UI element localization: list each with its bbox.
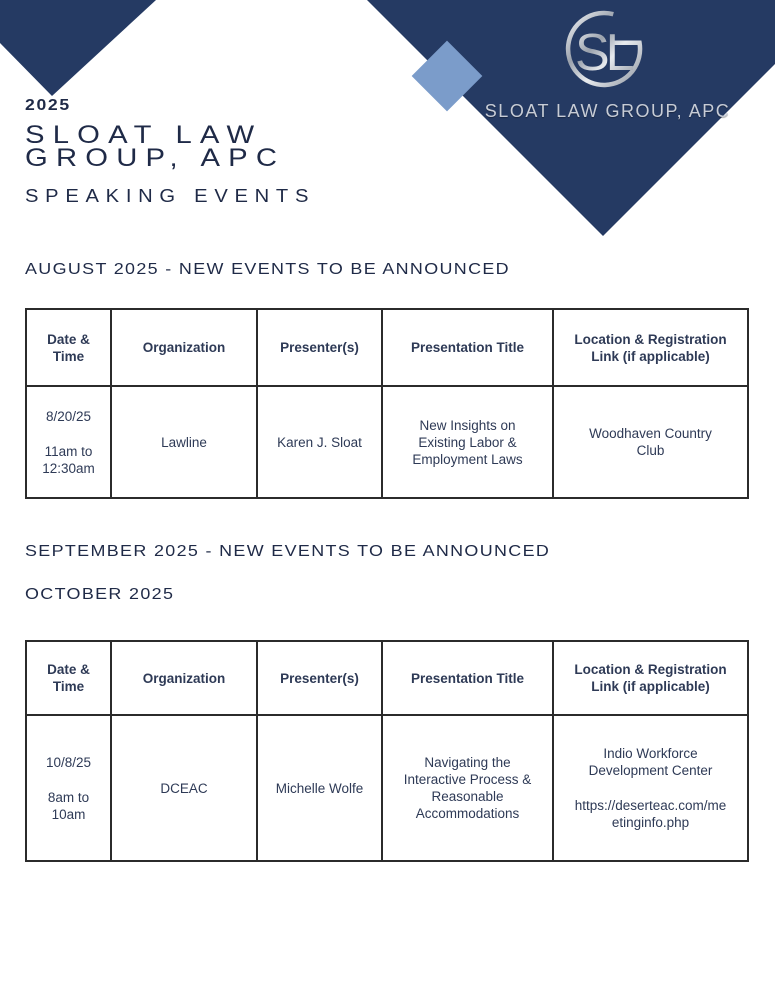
col-header-date-time: Date & Time	[25, 640, 112, 716]
navy-triangle-left	[0, 0, 156, 96]
col-header-location: Location & Registration Link (if applica…	[552, 640, 749, 716]
cell-organization: DCEAC	[110, 714, 258, 862]
cell-presenters: Karen J. Sloat	[256, 385, 383, 499]
cell-location: Indio Workforce Development Center https…	[552, 714, 749, 862]
doc-subtitle: SPEAKING EVENTS	[25, 186, 316, 206]
cell-presentation-title: Navigating the Interactive Process & Rea…	[381, 714, 554, 862]
section-heading-september: SEPTEMBER 2025 - NEW EVENTS TO BE ANNOUN…	[25, 543, 551, 560]
doc-title: SLOAT LAW GROUP, APC	[25, 121, 286, 172]
cell-date-time: 10/8/25 8am to 10am	[25, 714, 112, 862]
cell-organization: Lawline	[110, 385, 258, 499]
october-events-table: Date & Time Organization Presenter(s) Pr…	[25, 640, 749, 862]
table-header-row: Date & Time Organization Presenter(s) Pr…	[25, 308, 749, 387]
col-header-date-time: Date & Time	[25, 308, 112, 387]
col-header-organization: Organization	[110, 308, 258, 387]
brand-name-text: SLOAT LAW GROUP, APC	[484, 101, 731, 121]
col-header-presentation-title: Presentation Title	[381, 640, 554, 716]
event-row-august: 8/20/25 11am to 12:30am Lawline Karen J.…	[25, 385, 749, 499]
cell-location: Woodhaven Country Club	[552, 385, 749, 499]
col-header-location: Location & Registration Link (if applica…	[552, 308, 749, 387]
cell-date-time: 8/20/25 11am to 12:30am	[25, 385, 112, 499]
cell-presenters: Michelle Wolfe	[256, 714, 383, 862]
august-events-table: Date & Time Organization Presenter(s) Pr…	[25, 308, 749, 499]
slg-logo: SL	[565, 10, 643, 88]
col-header-presenters: Presenter(s)	[256, 308, 383, 387]
section-heading-august: AUGUST 2025 - NEW EVENTS TO BE ANNOUNCED	[25, 261, 510, 278]
col-header-organization: Organization	[110, 640, 258, 716]
registration-link[interactable]: https://deserteac.com/me etinginfo.php	[574, 798, 727, 830]
col-header-presentation-title: Presentation Title	[381, 308, 554, 387]
event-row-october: 10/8/25 8am to 10am DCEAC Michelle Wolfe…	[25, 714, 749, 862]
logo-monogram: SL	[575, 24, 634, 82]
year-label: 2025	[25, 97, 71, 114]
doc-title-line-2: GROUP, APC	[25, 144, 286, 172]
col-header-presenters: Presenter(s)	[256, 640, 383, 716]
section-heading-october: OCTOBER 2025	[25, 586, 175, 603]
logo-g-circle	[565, 10, 643, 88]
doc-title-line-1: SLOAT LAW	[25, 121, 263, 149]
table-header-row: Date & Time Organization Presenter(s) Pr…	[25, 640, 749, 716]
cell-presentation-title: New Insights on Existing Labor & Employm…	[381, 385, 554, 499]
